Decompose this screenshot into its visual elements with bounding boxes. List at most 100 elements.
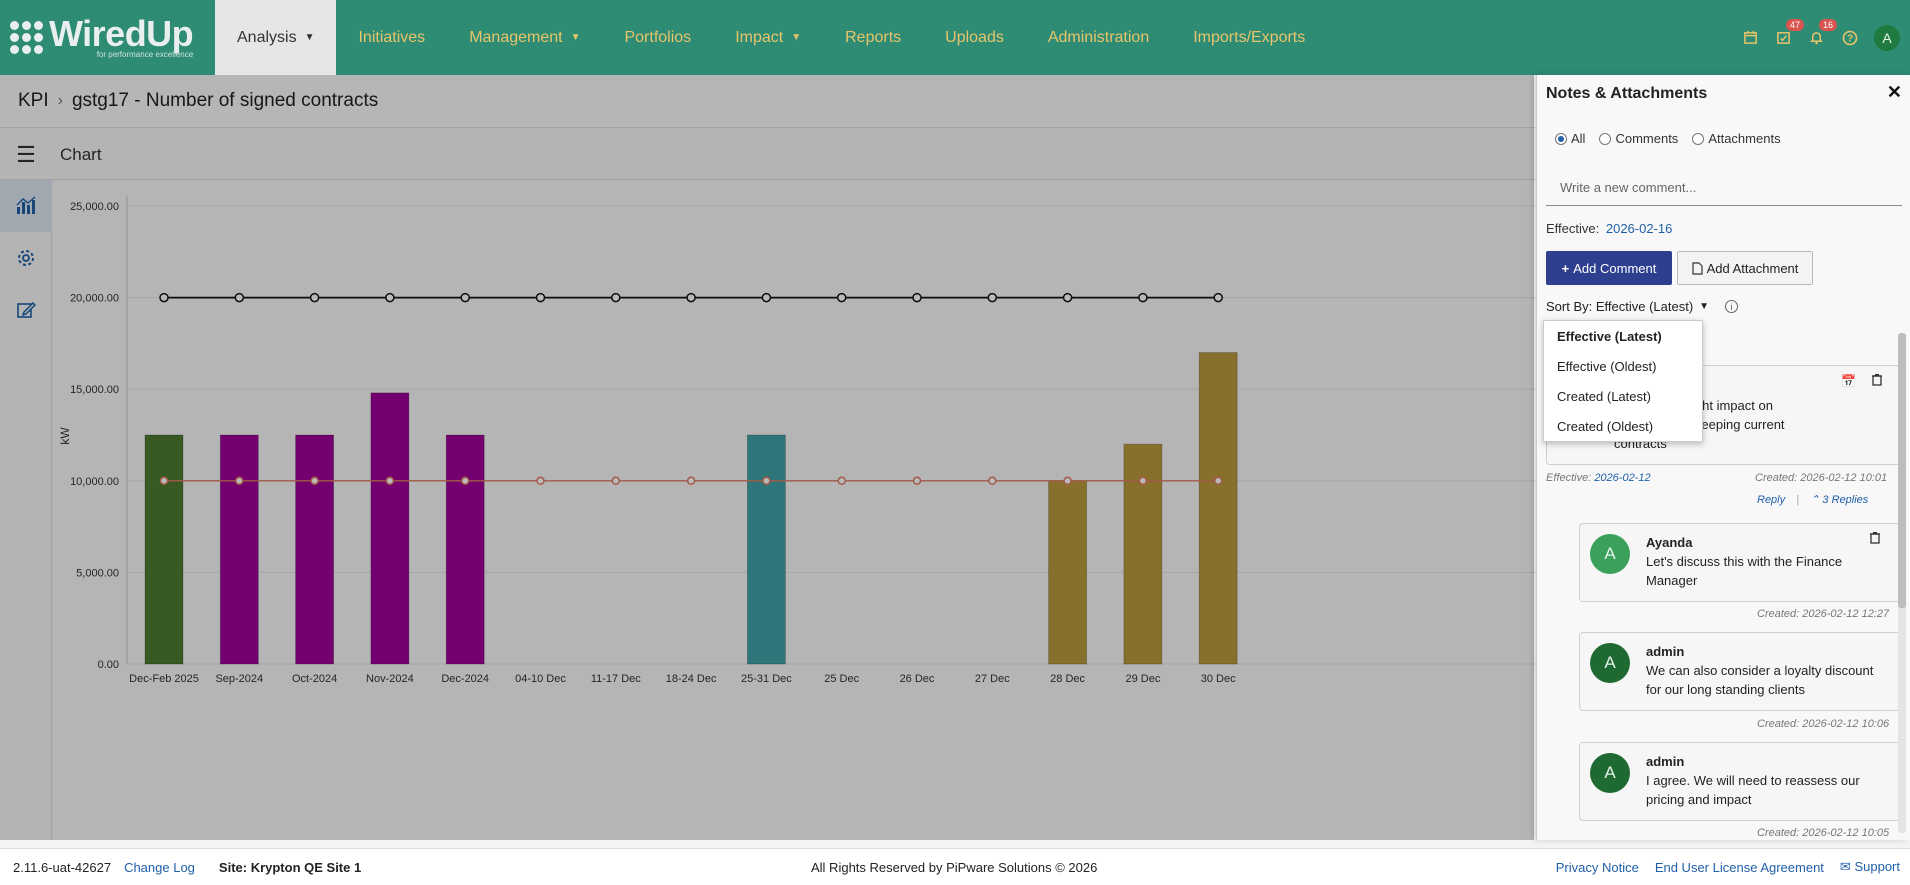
x-tick-label: 25 Dec [824,673,859,685]
filter-attachments-label: Attachments [1708,131,1781,146]
series-point [837,476,846,486]
breadcrumb-root[interactable]: KPI [18,90,49,111]
hamburger-menu-icon[interactable]: ☰ [16,141,36,167]
series-point [1062,292,1073,303]
copyright: All Rights Reserved by PiPware Solutions… [811,859,1098,875]
filter-attachments[interactable]: Attachments [1692,131,1781,146]
effective-label: Effective: [1546,221,1600,236]
series-point [385,292,395,303]
privacy-link[interactable]: Privacy Notice [1555,859,1639,875]
side-rail [0,180,52,840]
x-tick-label: Dec-2024 [441,673,489,685]
change-log-link[interactable]: Change Log [124,859,195,875]
reply-created: Created: 2026-02-12 10:06 [1757,718,1890,730]
x-tick-label: 26 Dec [900,673,935,685]
add-comment-label: Add Comment [1573,260,1657,276]
wiredup-logo[interactable]: WiredUp for performance excellence [0,0,215,75]
sort-option-created-latest[interactable]: Created (Latest) [1557,388,1651,404]
nav-analysis-label: Analysis [237,28,297,46]
new-comment-input[interactable] [1546,170,1902,206]
scrollbar-thumb[interactable] [1898,333,1906,608]
chart-svg: 0.00 5,000.00 10,000.00 15,000.00 20,000.00 2… [58,196,1536,685]
close-icon[interactable]: ✕ [1886,82,1902,102]
radio-attachments[interactable] [1692,132,1705,145]
reply-link[interactable]: Reply [1757,494,1786,506]
tasks-icon[interactable]: 47 [1767,0,1805,75]
bell-icon[interactable]: 16 [1800,0,1838,75]
kpi-chart: 0.00 5,000.00 10,000.00 15,000.00 20,000.00 2… [53,180,1536,840]
nav-management-label: Management [469,28,563,46]
filter-comments-label: Comments [1615,131,1679,146]
effective-date[interactable]: 2026-02-16 [1605,221,1673,236]
add-comment-button[interactable]: + Add Comment [1546,251,1672,285]
sort-select[interactable]: Sort By: Effective (Latest) ▼ i [1546,299,1739,314]
sort-option-effective-oldest[interactable]: Effective (Oldest) [1557,358,1657,374]
radio-all[interactable] [1555,132,1567,145]
caret-down-icon: ▼ [1699,301,1710,312]
comment-effective-date[interactable]: 2026-02-12 [1594,472,1651,484]
edit-button[interactable] [0,284,52,336]
reply-actions: Reply | ⌃ 3 Replies [1757,494,1869,506]
nav-management[interactable]: Management ▼ [447,0,602,75]
support-link[interactable]: ✉ Support [1840,859,1900,875]
help-icon[interactable]: ? [1833,0,1866,75]
nav-reports[interactable]: Reports [823,0,923,75]
y-tick-label: 10,000.00 [70,476,119,488]
eula-link[interactable]: End User License Agreement [1654,859,1824,875]
replies-toggle[interactable]: 3 Replies [1822,494,1869,506]
series-point [762,476,771,486]
svg-text:?: ? [1846,33,1852,44]
footer-links: Privacy Notice End User License Agreemen… [1556,859,1900,875]
nav-portfolios-label: Portfolios [624,28,692,46]
reply-avatar: A [1590,753,1630,793]
series-point [686,476,696,486]
filter-comments[interactable]: Comments [1599,131,1678,146]
sort-option-created-oldest[interactable]: Created (Oldest) [1557,418,1654,434]
series-point [159,292,169,303]
series-point [761,292,772,303]
x-tick-label: 30 Dec [1201,673,1236,685]
filter-all[interactable]: All [1555,131,1585,146]
bar [1048,480,1087,665]
nav-initiatives[interactable]: Initiatives [336,0,447,75]
x-tick-label: 27 Dec [975,673,1010,685]
panel-scrollbar[interactable] [1898,333,1906,833]
reply-avatar: A [1590,643,1630,683]
x-tick-label: Sep-2024 [215,673,263,685]
series-point [309,292,320,303]
tasks-badge: 47 [1786,19,1805,31]
notifications-badge: 16 [1819,19,1838,31]
page-title: gstg17 - Number of signed contracts [71,90,379,111]
plus-icon: + [1561,260,1570,276]
series-point [912,476,922,486]
sort-option-effective-latest[interactable]: Effective (Latest) [1557,328,1662,344]
nav-administration[interactable]: Administration [1026,0,1171,75]
series-point [234,292,245,303]
series-point [1138,476,1148,486]
version-label: 2.11.6-uat-42627 [13,859,112,875]
nav-imports-exports[interactable]: Imports/Exports [1171,0,1327,75]
reply-avatar: A [1590,534,1630,574]
user-avatar[interactable]: A [1874,24,1900,51]
add-attachment-button[interactable]: Add Attachment [1677,251,1813,285]
settings-button[interactable] [0,232,52,284]
y-tick-label: 0.00 [98,659,119,671]
calendar-edit-icon[interactable]: 📅 [1841,374,1856,388]
chart-view-button[interactable] [0,180,52,232]
series-point [310,476,319,486]
nav-uploads[interactable]: Uploads [923,0,1026,75]
trash-icon[interactable] [1871,373,1883,389]
filter-all-label: All [1571,131,1586,146]
series-point [611,476,621,486]
calendar-icon[interactable] [1734,0,1767,75]
radio-comments[interactable] [1599,132,1612,145]
series-point [235,476,244,486]
nav-impact[interactable]: Impact ▼ [713,0,823,75]
nav-portfolios[interactable]: Portfolios [602,0,713,75]
trash-icon[interactable] [1869,531,1881,547]
bar [1198,352,1238,665]
info-icon[interactable]: i [1725,300,1739,313]
reply-author: admin [1646,754,1685,769]
x-tick-label: 18-24 Dec [666,673,717,685]
nav-analysis[interactable]: Analysis ▼ [215,0,337,75]
